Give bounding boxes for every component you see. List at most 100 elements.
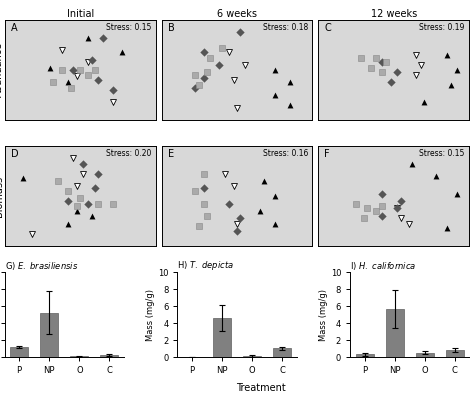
Point	[200, 75, 208, 81]
Point	[432, 173, 440, 179]
Text: C: C	[325, 23, 331, 33]
Bar	[70, 356, 88, 357]
Point	[378, 203, 385, 209]
Text: A: A	[11, 23, 18, 33]
Point	[352, 201, 360, 207]
Point	[200, 48, 208, 55]
Point	[94, 171, 102, 177]
Bar	[243, 356, 261, 357]
Bar	[100, 355, 118, 357]
Point	[191, 71, 199, 78]
Text: D: D	[11, 149, 18, 159]
Text: B: B	[168, 23, 174, 33]
Y-axis label: Mass (mg/g): Mass (mg/g)	[319, 289, 328, 341]
Point	[73, 183, 81, 189]
Point	[64, 221, 72, 227]
Text: Stress: 0.18: Stress: 0.18	[263, 23, 308, 32]
Point	[49, 79, 57, 85]
Title: Initial: Initial	[66, 9, 94, 19]
Point	[230, 183, 238, 189]
Point	[91, 67, 99, 73]
Point	[89, 213, 96, 219]
Title: 6 weeks: 6 weeks	[217, 9, 257, 19]
Point	[443, 52, 450, 58]
Bar	[213, 318, 231, 357]
Point	[226, 48, 233, 55]
Text: Treatment: Treatment	[236, 383, 285, 393]
Point	[64, 188, 72, 194]
Point	[363, 205, 371, 211]
Point	[99, 35, 107, 41]
Point	[64, 198, 72, 204]
Point	[58, 67, 66, 73]
Bar	[10, 347, 28, 357]
Point	[76, 195, 84, 201]
Point	[218, 44, 226, 51]
Text: Stress: 0.15: Stress: 0.15	[419, 149, 465, 158]
Point	[378, 59, 385, 65]
Bar	[386, 309, 404, 357]
Text: H) $\it{T.}$ $\it{depicta}$: H) $\it{T.}$ $\it{depicta}$	[177, 260, 234, 272]
Point	[393, 205, 401, 211]
Point	[383, 59, 390, 65]
Point	[58, 46, 66, 53]
Point	[420, 98, 428, 105]
Point	[94, 201, 102, 207]
Point	[203, 69, 210, 75]
Point	[191, 85, 199, 91]
Text: Stress: 0.15: Stress: 0.15	[106, 23, 151, 32]
Point	[236, 29, 244, 35]
Point	[367, 65, 375, 71]
Point	[69, 155, 76, 161]
Point	[79, 171, 87, 177]
Point	[256, 208, 264, 214]
Point	[387, 79, 395, 85]
Point	[195, 223, 203, 229]
Point	[357, 55, 365, 61]
Point	[454, 191, 461, 197]
Point	[393, 205, 401, 211]
Title: 12 weeks: 12 weeks	[371, 9, 417, 19]
Point	[405, 221, 413, 227]
Point	[195, 81, 203, 88]
Point	[84, 35, 91, 41]
Point	[378, 213, 385, 219]
Point	[286, 79, 293, 85]
Point	[200, 171, 208, 177]
Point	[200, 201, 208, 207]
Point	[443, 225, 450, 231]
Text: I) $\it{H.}$ $\it{californica}$: I) $\it{H.}$ $\it{californica}$	[350, 260, 417, 272]
Point	[46, 65, 54, 71]
Point	[79, 161, 87, 167]
Y-axis label: Biomass: Biomass	[0, 175, 4, 217]
Bar	[273, 349, 291, 357]
Point	[28, 231, 36, 237]
Point	[417, 62, 425, 68]
Point	[286, 102, 293, 108]
Point	[221, 171, 229, 177]
Y-axis label: Mass (mg/g): Mass (mg/g)	[146, 289, 155, 341]
Point	[109, 201, 117, 207]
Point	[91, 185, 99, 191]
Point	[271, 91, 279, 98]
Point	[84, 201, 91, 207]
Point	[378, 191, 385, 197]
Point	[413, 52, 420, 58]
Bar	[40, 312, 58, 357]
Point	[67, 85, 75, 91]
Point	[64, 79, 72, 85]
Point	[413, 71, 420, 78]
Point	[84, 71, 91, 78]
Point	[447, 81, 455, 88]
Point	[378, 69, 385, 75]
Point	[226, 201, 233, 207]
Point	[236, 215, 244, 221]
Point	[233, 221, 241, 227]
Point	[271, 67, 279, 73]
Point	[398, 198, 405, 204]
Text: Stress: 0.16: Stress: 0.16	[263, 149, 308, 158]
Point	[408, 161, 416, 167]
Bar	[416, 353, 434, 357]
Point	[84, 59, 91, 65]
Point	[73, 208, 81, 214]
